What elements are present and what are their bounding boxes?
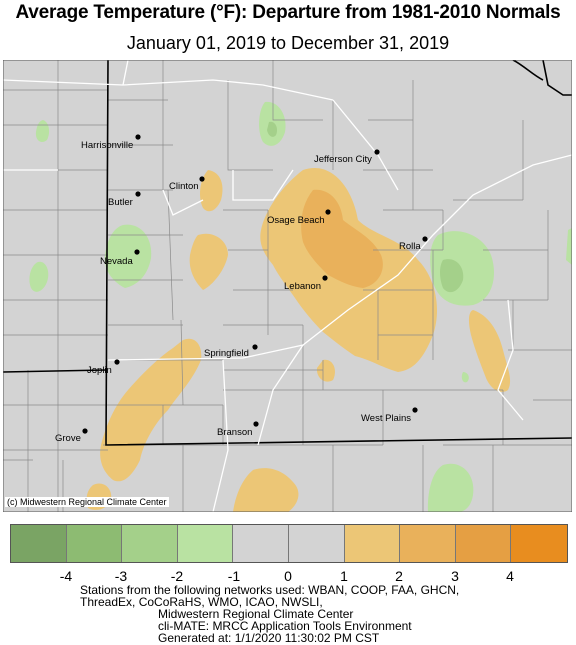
city-dot-clinton [199,176,205,182]
city-label-joplin: Joplin [87,365,112,376]
legend-tick: 2 [395,568,403,584]
city-dot-grove [82,428,88,434]
color-legend [10,524,568,563]
legend-tick: 4 [506,568,514,584]
city-dot-west-plains [412,407,418,413]
legend-tick: 3 [451,568,459,584]
legend-swatch [11,525,67,562]
city-label-rolla: Rolla [399,241,421,252]
date-range: January 01, 2019 to December 31, 2019 [126,33,450,53]
legend-swatch [122,525,178,562]
legend-tick: 0 [284,568,292,584]
city-label-lebanon: Lebanon [284,281,321,292]
legend-swatch [177,525,234,562]
county-lines [3,60,572,512]
city-dot-harrisonville [135,134,141,140]
footer-notes: Stations from the following networks use… [80,584,459,644]
legend-swatch [455,525,512,562]
highways [3,60,572,512]
legend-swatch [66,525,123,562]
city-label-branson: Branson [217,427,252,438]
city-markers: Harrisonville Clinton Butler Nevada Jeff… [55,134,428,444]
footer-generated: Generated at: 1/1/2020 11:30:02 PM CST [158,631,380,645]
city-label-butler: Butler [108,197,133,208]
legend-swatch [344,525,401,562]
city-dot-butler [135,191,141,197]
city-dot-lebanon [322,275,328,281]
footer-tool: cli-MATE: MRCC Application Tools Environ… [158,619,412,633]
legend-swatch [400,525,456,562]
temperature-departure-map: Harrisonville Clinton Butler Nevada Jeff… [3,60,572,512]
city-label-nevada: Nevada [100,256,133,267]
city-label-jefferson-city: Jefferson City [314,154,372,165]
legend-tick: -1 [227,568,241,584]
city-dot-jefferson-city [374,149,380,155]
city-label-springfield: Springfield [204,348,249,359]
footer-networks-cont: ThreadEx, CoCoRaHS, WMO, ICAO, NWSLI, [80,595,323,609]
footer-networks: Stations from the following networks use… [80,583,460,597]
map-title: Average Temperature (°F): Departure from… [15,2,561,23]
legend-tick: -4 [59,568,73,584]
city-dot-joplin [114,359,120,365]
state-borders [3,60,572,446]
city-dot-rolla [422,236,428,242]
legend-tick: -2 [170,568,184,584]
footer-source: Midwestern Regional Climate Center [158,607,354,621]
cool-contours-minus2 [267,121,464,293]
city-label-west-plains: West Plains [361,413,411,424]
legend-swatch [233,525,289,562]
legend-tick: -3 [114,568,128,584]
copyright-credit: (c) Midwestern Regional Climate Center [5,497,169,507]
city-dot-branson [253,421,259,427]
city-label-grove: Grove [55,433,81,444]
city-label-osage-beach: Osage Beach [267,215,325,226]
legend-swatch [288,525,345,562]
city-dot-nevada [134,249,140,255]
city-label-clinton: Clinton [169,181,199,192]
legend-swatch [511,525,567,562]
city-dot-osage-beach [325,209,331,215]
city-dot-springfield [252,344,258,350]
warm-contours-plus2 [301,189,383,288]
city-label-harrisonville: Harrisonville [81,140,133,151]
legend-tick: 1 [340,568,348,584]
